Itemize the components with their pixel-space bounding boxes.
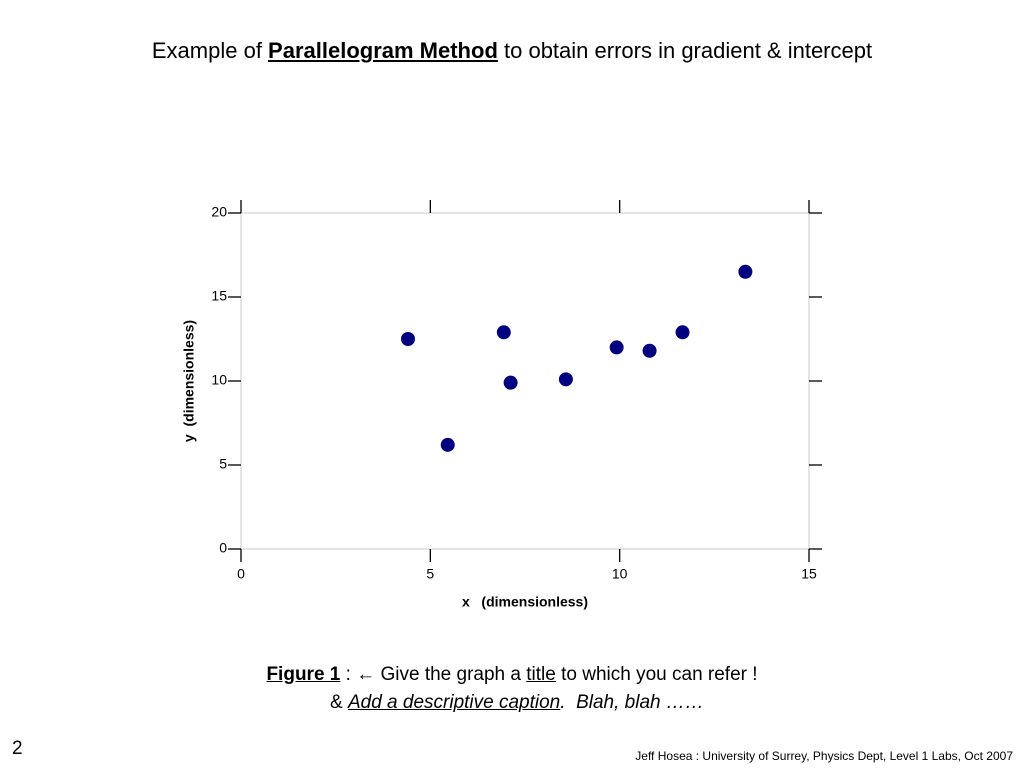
caption-text: & bbox=[330, 692, 348, 713]
caption-emphasis: Add a descriptive caption bbox=[347, 692, 561, 713]
figure-label: Figure 1 bbox=[266, 664, 341, 685]
plot-frame bbox=[240, 212, 810, 550]
page-number: 2 bbox=[12, 738, 23, 759]
caption-text: Give the graph a bbox=[375, 664, 527, 685]
slide-title: Example of Parallelogram Method to obtai… bbox=[0, 38, 1024, 64]
data-point bbox=[440, 437, 455, 452]
caption-line: Figure 1 : ← Give the graph a title to w… bbox=[0, 664, 1024, 686]
y-tick-label: 5 bbox=[219, 456, 227, 472]
title-text: to obtain errors in gradient & intercept bbox=[497, 38, 873, 63]
data-point bbox=[503, 375, 518, 390]
caption-text: to which you can refer ! bbox=[555, 664, 758, 685]
caption-text: : bbox=[340, 664, 357, 685]
x-axis-label: x (dimensionless) bbox=[462, 594, 588, 610]
data-point bbox=[609, 340, 624, 355]
y-tick-label: 15 bbox=[211, 288, 227, 304]
x-tick-label: 5 bbox=[426, 566, 434, 582]
data-point bbox=[675, 325, 690, 340]
title-emphasis: Parallelogram Method bbox=[268, 38, 498, 63]
caption-line: & Add a descriptive caption. Blah, blah … bbox=[330, 692, 704, 714]
y-tick-label: 20 bbox=[211, 204, 227, 220]
x-tick-label: 15 bbox=[801, 566, 817, 582]
data-point bbox=[738, 264, 753, 279]
caption-emphasis: title bbox=[526, 664, 556, 685]
footer: Jeff Hosea : University of Surrey, Physi… bbox=[635, 749, 1013, 763]
x-tick-label: 10 bbox=[612, 566, 628, 582]
title-text: Example of bbox=[151, 38, 269, 63]
data-point bbox=[496, 325, 511, 340]
data-point bbox=[400, 332, 415, 346]
y-tick-label: 0 bbox=[219, 540, 227, 556]
data-point bbox=[558, 372, 573, 387]
data-point bbox=[642, 343, 657, 358]
arrow-icon: ← bbox=[356, 664, 376, 685]
y-axis-label: y (dimensionless) bbox=[181, 320, 197, 442]
caption-text: . Blah, blah …… bbox=[560, 692, 704, 713]
y-tick-label: 10 bbox=[211, 372, 227, 388]
x-tick-label: 0 bbox=[237, 566, 245, 582]
